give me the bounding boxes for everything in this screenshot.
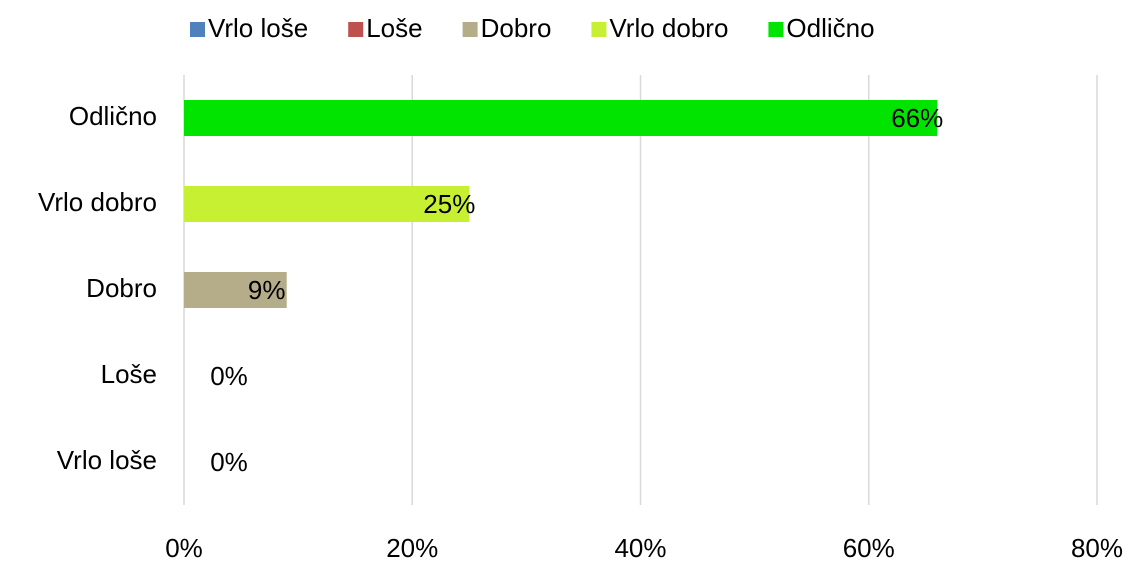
bar — [184, 100, 938, 136]
data-label: 0% — [210, 361, 248, 391]
x-tick-label: 20% — [386, 533, 438, 563]
data-label: 66% — [891, 103, 943, 133]
y-tick-label: Vrlo dobro — [38, 187, 157, 217]
y-tick-label: Vrlo loše — [57, 445, 157, 475]
legend-swatch — [591, 22, 607, 37]
legend-swatch — [348, 22, 364, 37]
bar — [184, 186, 470, 222]
legend-label: Vrlo dobro — [609, 13, 728, 43]
x-tick-label: 40% — [614, 533, 666, 563]
bar — [184, 272, 287, 308]
x-tick-label: 0% — [165, 533, 203, 563]
legend-swatch — [462, 22, 478, 37]
x-tick-label: 60% — [843, 533, 895, 563]
legend-swatch — [768, 22, 784, 37]
legend-label: Odlično — [786, 13, 874, 43]
data-label: 9% — [248, 275, 286, 305]
data-label: 0% — [210, 447, 248, 477]
y-tick-label: Loše — [101, 359, 157, 389]
y-tick-label: Dobro — [86, 273, 157, 303]
x-tick-label: 80% — [1071, 533, 1123, 563]
legend-swatch — [190, 22, 205, 37]
legend-label: Loše — [366, 13, 422, 43]
data-label: 25% — [423, 189, 475, 219]
y-tick-label: Odlično — [69, 101, 157, 131]
legend-label: Vrlo loše — [208, 13, 308, 43]
legend-label: Dobro — [481, 13, 552, 43]
